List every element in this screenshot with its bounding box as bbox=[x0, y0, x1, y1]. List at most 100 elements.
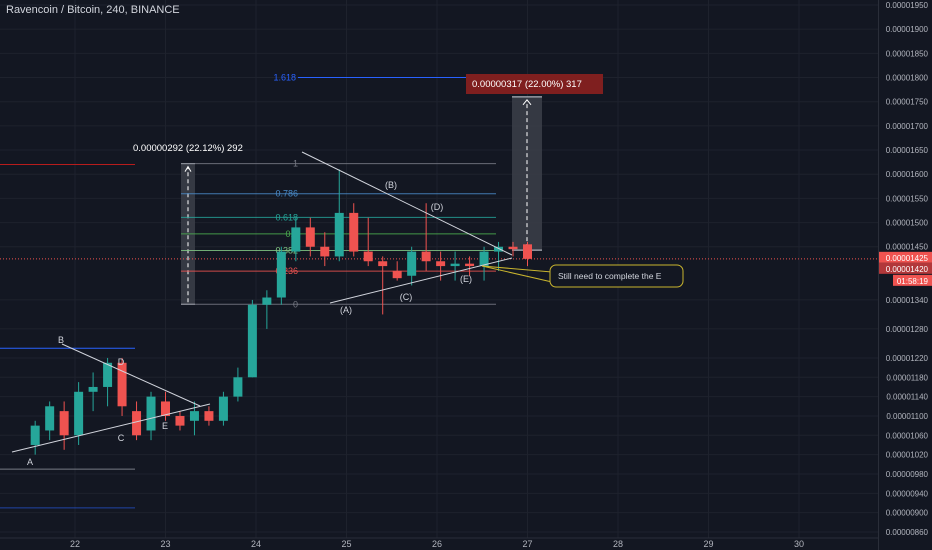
price-tick-label: 0.00001900 bbox=[886, 25, 929, 34]
price-tick-label: 0.00001220 bbox=[886, 354, 929, 363]
callout-pointer-2 bbox=[481, 265, 553, 273]
candle bbox=[175, 411, 185, 431]
time-tick-label: 29 bbox=[703, 539, 713, 549]
candle bbox=[45, 401, 55, 441]
time-tick-label: 23 bbox=[160, 539, 170, 549]
price-axis[interactable]: 0.00001950 0.00001900 0.00001850 0.00001800… bbox=[879, 0, 932, 550]
candle bbox=[247, 299, 257, 378]
candle-body bbox=[508, 246, 518, 250]
price-tick-label: 0.00001180 bbox=[886, 373, 928, 382]
candle bbox=[450, 251, 460, 281]
candle bbox=[161, 391, 170, 421]
candle bbox=[30, 420, 40, 455]
candle-body bbox=[117, 362, 127, 407]
countdown-text: 01:58:19 bbox=[897, 277, 929, 286]
candle-body bbox=[291, 227, 301, 252]
candle-body bbox=[436, 261, 446, 267]
candle-body bbox=[363, 251, 373, 262]
candle bbox=[494, 241, 504, 271]
time-axis[interactable]: 22 23 24 25 26 27 28 29 30 bbox=[0, 537, 878, 549]
fib-label-fib_0786: 0.786 bbox=[275, 189, 298, 199]
candle-body bbox=[320, 246, 330, 257]
candle bbox=[334, 169, 344, 262]
fib-label-fib_0382: 0.382 bbox=[275, 246, 298, 256]
time-tick-label: 24 bbox=[251, 539, 261, 549]
fib-label-fib_0618: 0.618 bbox=[275, 212, 298, 222]
current-price-tag-2 bbox=[879, 262, 932, 274]
price-tick-label: 0.00001750 bbox=[886, 98, 929, 107]
price-tick-label: 0.00001550 bbox=[886, 194, 929, 203]
candle-body bbox=[305, 227, 315, 247]
fib-label-fib_1: 1 bbox=[293, 159, 298, 169]
current-price-text: 0.00001425 bbox=[886, 254, 929, 263]
candle bbox=[407, 246, 417, 286]
time-tick-label: 26 bbox=[432, 539, 442, 549]
candle-body bbox=[132, 411, 142, 436]
candle bbox=[74, 382, 84, 445]
candle-body bbox=[45, 406, 55, 431]
current-price-text-2: 0.00001420 bbox=[886, 265, 929, 274]
price-tick-label: 0.00001280 bbox=[886, 325, 929, 334]
candle-body bbox=[161, 401, 170, 416]
candle-body bbox=[146, 396, 156, 431]
current-price-tag bbox=[879, 251, 932, 263]
price-tick-label: 0.00001700 bbox=[886, 122, 929, 131]
price-tick-label: 0.00000900 bbox=[886, 509, 929, 518]
fib-label-fib_0236: 0.236 bbox=[275, 266, 298, 276]
candle-body bbox=[247, 304, 257, 378]
candle-body bbox=[378, 261, 388, 267]
candle bbox=[465, 256, 475, 276]
price-tick-label: 0.00001950 bbox=[886, 1, 929, 10]
candle-body bbox=[349, 212, 359, 252]
fib-label-1618: 1.618 bbox=[273, 73, 296, 83]
candle-body bbox=[30, 425, 40, 445]
triangle-upper-top bbox=[301, 151, 513, 256]
candle bbox=[305, 217, 315, 257]
candle bbox=[349, 203, 359, 257]
candle bbox=[103, 357, 113, 407]
wave-label-E-lower: E bbox=[162, 421, 168, 431]
candle-body bbox=[407, 251, 417, 276]
price-axis-separator bbox=[878, 0, 879, 550]
candle bbox=[146, 391, 156, 441]
candle-body bbox=[479, 251, 489, 267]
time-tick-label: 30 bbox=[794, 539, 804, 549]
candle-body bbox=[189, 411, 199, 421]
wave-label-E-upper: (E) bbox=[460, 274, 472, 284]
candle bbox=[59, 401, 69, 450]
countdown-tag bbox=[893, 274, 932, 286]
candle bbox=[523, 241, 532, 267]
candle bbox=[218, 391, 228, 426]
price-tick-label: 0.00001100 bbox=[886, 412, 928, 421]
candle-body bbox=[494, 246, 504, 252]
price-tick-label: 0.00001600 bbox=[886, 170, 929, 179]
candle bbox=[479, 246, 489, 281]
first-measure-label: 0.00000292 (22.12%) 292 bbox=[133, 143, 243, 154]
triangle-upper-bottom bbox=[329, 257, 513, 304]
price-tick-label: 0.00001500 bbox=[886, 219, 929, 228]
candle bbox=[117, 357, 127, 416]
wave-label-A-lower: A bbox=[27, 457, 33, 467]
candle-body bbox=[334, 212, 344, 257]
candle bbox=[363, 217, 373, 267]
candle bbox=[320, 232, 330, 267]
measure-arrowhead-2 bbox=[522, 99, 532, 106]
candle bbox=[132, 401, 142, 441]
candle bbox=[378, 256, 388, 315]
price-tick-label: 0.00001800 bbox=[886, 74, 929, 83]
price-tick-label: 0.00000860 bbox=[886, 528, 929, 537]
candle-body bbox=[88, 386, 98, 392]
time-tick-label: 28 bbox=[613, 539, 623, 549]
candle bbox=[88, 372, 98, 412]
callout-pointer bbox=[481, 265, 553, 283]
triangle-lower-top bbox=[61, 343, 201, 407]
price-tick-label: 0.00001340 bbox=[886, 296, 929, 305]
candle-body bbox=[218, 396, 228, 421]
second-measure-label-bg bbox=[466, 74, 603, 94]
price-tick-label: 0.00001650 bbox=[886, 146, 929, 155]
wave-label-C-lower: C bbox=[118, 433, 125, 443]
fib-label-fib_0: 0 bbox=[293, 299, 298, 309]
wave-label-A-upper: (A) bbox=[340, 305, 352, 315]
callout-text: Still need to complete the E bbox=[558, 271, 662, 281]
